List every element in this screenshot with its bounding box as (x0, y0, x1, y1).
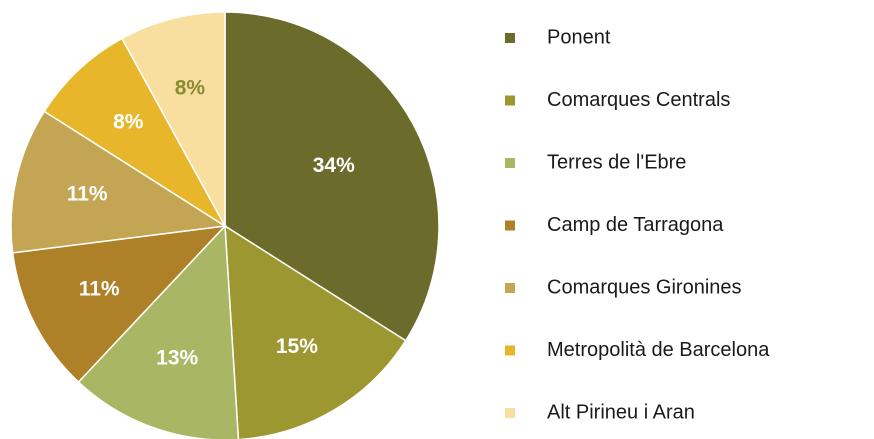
legend-label: Camp de Tarragona (547, 214, 724, 236)
legend-label: Terres de l'Ebre (547, 151, 686, 173)
slice-label: 8% (175, 77, 206, 100)
legend-swatch (505, 158, 515, 168)
pie-slice (120, 11, 226, 227)
legend-label: Comarques Gironines (547, 276, 742, 298)
slice-label: 15% (276, 335, 318, 358)
legend-swatch (505, 283, 515, 293)
legend-swatch (505, 408, 515, 418)
pie-slice (10, 110, 228, 254)
legend-swatch (505, 345, 515, 356)
legend-label: Alt Pirineu i Aran (547, 401, 695, 423)
pie-slice (224, 224, 407, 439)
slice-label: 11% (67, 183, 108, 206)
legend-swatch (505, 220, 515, 231)
slice-label: 34% (313, 154, 355, 177)
slice-label: 13% (156, 346, 198, 369)
legend-swatch (505, 33, 515, 43)
slice-label: 8% (113, 111, 144, 134)
legend-label: Comarques Centrals (547, 89, 730, 111)
pie-slice (224, 11, 440, 342)
slice-label: 11% (79, 278, 120, 301)
pie-slice (43, 37, 226, 227)
pie-slice (11, 224, 227, 384)
pie-slice (77, 224, 240, 439)
legend-swatch (505, 95, 515, 106)
legend-label: Ponent (547, 26, 611, 48)
legend-label: Metropolità de Barcelona (547, 339, 770, 361)
